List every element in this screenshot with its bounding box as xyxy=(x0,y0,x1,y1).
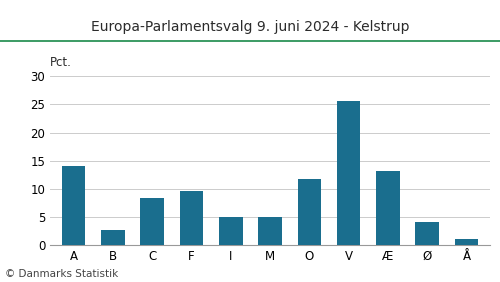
Bar xyxy=(376,171,400,245)
Text: Pct.: Pct. xyxy=(50,56,72,69)
Bar xyxy=(101,230,124,245)
Bar xyxy=(298,179,321,245)
Bar xyxy=(258,217,282,245)
Bar xyxy=(180,191,203,245)
Text: © Danmarks Statistik: © Danmarks Statistik xyxy=(5,269,118,279)
Text: Europa-Parlamentsvalg 9. juni 2024 - Kelstrup: Europa-Parlamentsvalg 9. juni 2024 - Kel… xyxy=(91,20,409,34)
Bar xyxy=(219,217,242,245)
Bar xyxy=(62,166,86,245)
Bar xyxy=(337,101,360,245)
Bar xyxy=(140,198,164,245)
Bar xyxy=(416,222,439,245)
Bar xyxy=(454,239,478,245)
